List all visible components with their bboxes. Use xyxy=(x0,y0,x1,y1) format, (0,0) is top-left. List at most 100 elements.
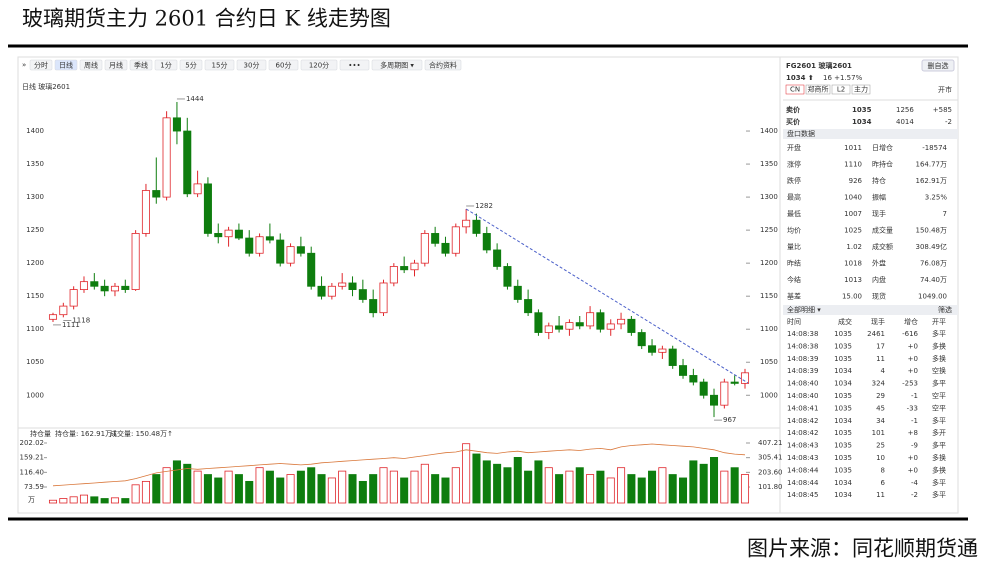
toolbar-label: 5分 xyxy=(185,61,196,70)
trade-cell: 4 xyxy=(881,367,886,375)
candle-body xyxy=(410,262,419,271)
volume-bar xyxy=(400,477,409,504)
volume-bar xyxy=(668,474,677,504)
trade-cell: 多开 xyxy=(932,428,946,437)
trade-cell: +0 xyxy=(908,355,918,363)
trade-cell: 8 xyxy=(881,466,885,474)
toolbar-button[interactable] xyxy=(371,59,423,71)
tag-label: 郑商所 xyxy=(808,85,829,94)
trade-cell: 1035 xyxy=(834,442,852,450)
source: 图片来源：同花顺期货通 xyxy=(747,537,978,561)
code: FG2601 玻璃2601 xyxy=(786,61,852,70)
toolbar-button[interactable] xyxy=(129,59,153,71)
stat-cell: 1.02 xyxy=(846,243,862,251)
section-bar xyxy=(783,129,958,139)
volume-bar xyxy=(648,470,657,504)
candle-body xyxy=(48,314,58,320)
stat-cell: 76.08万 xyxy=(920,260,947,268)
volume-bar xyxy=(245,480,254,504)
volume-bar xyxy=(524,470,533,504)
volume-bar xyxy=(265,470,274,504)
candle-body xyxy=(348,282,357,290)
filter[interactable]: 筛选 xyxy=(938,305,952,314)
volume-bar xyxy=(59,498,68,504)
toolbar-button[interactable] xyxy=(154,59,178,71)
y-tick-label: 1350 xyxy=(26,160,44,168)
stat-cell: 日增仓 xyxy=(872,143,893,152)
volume-bar xyxy=(224,470,233,504)
tag-label: 主力 xyxy=(854,85,868,94)
toolbar-button[interactable] xyxy=(79,59,103,71)
trade-cell: 多平 xyxy=(932,441,946,450)
volume-bar xyxy=(296,470,305,504)
candle-body xyxy=(513,285,522,300)
candle-body xyxy=(420,233,429,264)
candle-body xyxy=(431,233,440,244)
volume-bar xyxy=(348,474,357,504)
candle-body xyxy=(586,312,595,327)
y2-tick-label: 305.41 xyxy=(758,454,783,462)
stat-cell: 1018 xyxy=(844,260,862,268)
stat-cell: 量比 xyxy=(787,242,801,251)
toolbar-button[interactable] xyxy=(236,59,267,71)
trade-cell: 多平 xyxy=(932,379,946,388)
candle-body xyxy=(276,239,285,264)
y-tick-label: 1250 xyxy=(26,226,44,234)
annotation: 1444 xyxy=(186,95,204,103)
candle-body xyxy=(358,289,367,300)
legend-vol: 成交量: 150.48万↑ xyxy=(110,429,173,438)
toolbar-button[interactable] xyxy=(104,59,128,71)
volume-bar xyxy=(730,467,739,504)
toolbar-button[interactable] xyxy=(339,59,370,71)
volume-bar xyxy=(162,467,171,504)
volume-bar xyxy=(389,470,398,504)
stat-cell: 926 xyxy=(849,177,863,185)
candle-body xyxy=(524,299,533,314)
candle-body xyxy=(193,183,202,195)
trade-cell: 14:08:43 xyxy=(787,454,818,462)
toolbar-button[interactable] xyxy=(179,59,203,71)
y-tick-label: 116.40 xyxy=(20,468,45,476)
trade-cell: 324 xyxy=(872,380,886,388)
candle-body xyxy=(389,266,398,284)
volume-bar xyxy=(431,474,440,504)
candle-body xyxy=(110,285,119,292)
candle-body xyxy=(265,236,274,241)
trade-cell: 14:08:43 xyxy=(787,442,818,450)
fav-button[interactable] xyxy=(921,59,955,72)
volume-bar xyxy=(276,477,285,504)
toolbar-button[interactable] xyxy=(268,59,299,71)
stat-cell: 1007 xyxy=(844,210,862,218)
toolbar-button[interactable] xyxy=(29,59,53,71)
stat-cell: 均价 xyxy=(787,226,801,235)
volume-bar xyxy=(141,480,150,504)
candle-body xyxy=(317,285,326,297)
fav: 删自选 xyxy=(928,61,949,70)
toolbar-button[interactable] xyxy=(300,59,338,71)
candle-body xyxy=(493,249,502,267)
trade-cell: 1034 xyxy=(834,380,852,388)
tag-label: L2 xyxy=(837,86,845,94)
volume-bar xyxy=(451,467,460,504)
trend-line xyxy=(465,208,749,384)
volume-bar xyxy=(410,470,419,504)
volume-bar xyxy=(472,453,481,504)
candle-body xyxy=(152,190,161,198)
y-tick-label-right: 1400 xyxy=(760,127,778,135)
stat-cell: 150.48万 xyxy=(916,227,948,235)
volume-bar xyxy=(462,443,471,504)
toolbar-button[interactable] xyxy=(54,59,78,71)
volume-bar xyxy=(131,484,140,504)
col-header: 开平 xyxy=(932,318,946,326)
volume-bar xyxy=(493,463,502,504)
trade-cell: 14:08:44 xyxy=(787,479,819,487)
y-tick-label: 1300 xyxy=(26,193,44,201)
trade-cell: 25 xyxy=(876,442,885,450)
candle-body xyxy=(245,237,254,254)
candle-body xyxy=(90,281,99,287)
toolbar-button[interactable] xyxy=(424,59,462,71)
stat-cell: 1110 xyxy=(844,161,862,169)
trade-cell: 1035 xyxy=(834,404,852,412)
toolbar-button[interactable] xyxy=(204,59,235,71)
volume-bar xyxy=(575,467,584,504)
